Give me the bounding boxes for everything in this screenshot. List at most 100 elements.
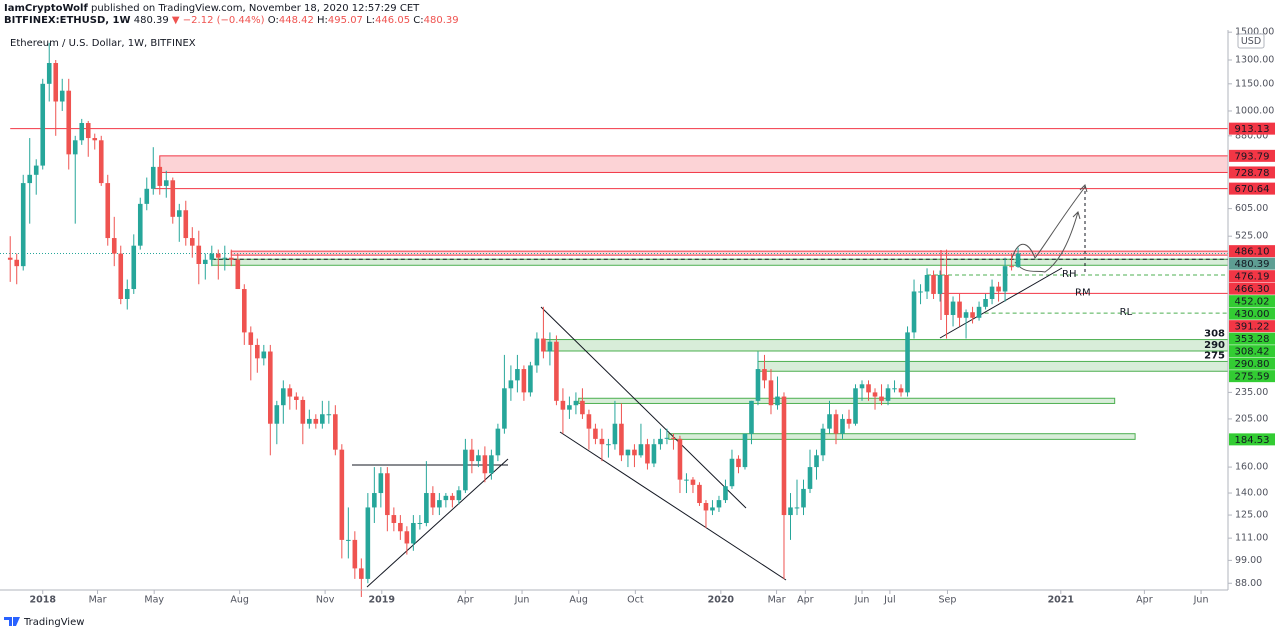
candle-body — [443, 495, 449, 501]
candle-body — [339, 449, 345, 540]
candle-body — [625, 449, 631, 456]
candle-body — [333, 414, 338, 450]
candle-body — [768, 380, 774, 406]
candle-body — [163, 180, 169, 186]
unit-box — [1237, 33, 1265, 49]
candle-body — [463, 449, 468, 491]
candle-body — [281, 388, 286, 406]
candle-body — [820, 428, 826, 456]
candle-body — [892, 388, 897, 390]
candle-body — [853, 388, 858, 424]
candle-body — [326, 414, 332, 416]
candle-body — [85, 123, 91, 139]
candle-body — [983, 299, 988, 307]
y-tick-label: 99.00 — [1235, 555, 1262, 566]
x-tick-label: Oct — [627, 595, 644, 606]
y-tick-label: 1500.00 — [1235, 27, 1274, 38]
candle-body — [989, 286, 995, 300]
candle-body — [840, 418, 845, 434]
price-tag — [1229, 320, 1275, 333]
x-tick-label: Aug — [569, 595, 588, 606]
price-tag — [1229, 270, 1275, 283]
zone — [578, 397, 1116, 404]
y-tick-label: 111.00 — [1235, 533, 1268, 544]
candle-body — [716, 500, 722, 508]
y-tick-label: 880.00 — [1235, 130, 1268, 141]
drawings — [352, 184, 1088, 588]
price-tag-label: 476.19 — [1235, 272, 1270, 283]
candle-body — [788, 507, 793, 516]
zone-label: 308 — [1204, 329, 1225, 340]
candle-body — [866, 384, 871, 393]
price-tag — [1229, 166, 1275, 179]
candle-body — [619, 423, 624, 456]
price-tag-label: 290.80 — [1235, 359, 1270, 370]
y-tick-label: 1150.00 — [1235, 78, 1274, 89]
candle-body — [515, 369, 520, 381]
candle-body — [807, 467, 813, 489]
candle-body — [703, 503, 709, 511]
candle-body — [918, 291, 923, 293]
x-tick-label: Jun — [1193, 595, 1209, 606]
candle-body — [723, 486, 728, 501]
header-line: IamCryptoWolf published on TradingView.c… — [4, 3, 420, 14]
price-tag-label: 480.39 — [1235, 259, 1270, 270]
candle-body — [567, 405, 572, 410]
arrow-head — [1072, 211, 1081, 220]
price-tag — [1229, 433, 1275, 446]
x-tick-label: Aug — [230, 595, 249, 606]
candle-body — [92, 138, 98, 141]
candle-body — [1015, 253, 1021, 267]
zone — [159, 155, 1229, 173]
candle-body — [684, 479, 689, 481]
candle-body — [248, 332, 254, 345]
candle-body — [580, 400, 585, 415]
trend-line — [939, 267, 1063, 339]
candle-body — [859, 384, 865, 389]
ohlc-label: H: — [317, 15, 328, 26]
candle-body — [131, 245, 137, 290]
price-tag — [1229, 295, 1275, 308]
ohlc-label: O: — [268, 15, 279, 26]
candle-body — [671, 437, 676, 439]
candle-body — [417, 522, 423, 524]
zone — [211, 258, 1229, 266]
candle-body — [378, 473, 384, 494]
price-tag-label: 728.78 — [1235, 168, 1270, 179]
candle-body — [521, 369, 527, 393]
trend-line — [540, 306, 747, 509]
candles — [7, 42, 1021, 597]
candle-body — [307, 418, 312, 424]
x-tick-label: Jul — [883, 595, 895, 606]
candle-body — [495, 428, 501, 456]
candle-body — [111, 238, 117, 254]
candle-body — [664, 437, 670, 439]
candle-body — [241, 289, 247, 333]
candle-body — [749, 400, 754, 434]
candle-body — [846, 418, 852, 424]
price-tag-label: 486.10 — [1235, 247, 1270, 258]
candle-body — [294, 396, 299, 400]
x-tick-label: Nov — [316, 595, 335, 606]
candle-body — [255, 344, 260, 359]
candle-body — [898, 388, 904, 393]
candle-body — [560, 400, 566, 410]
candle-body — [124, 289, 130, 300]
y-tick-label: 125.00 — [1235, 510, 1268, 521]
candle-body — [593, 428, 598, 439]
trend-line — [559, 431, 787, 581]
candle-body — [632, 449, 637, 456]
price-tag — [1229, 122, 1275, 135]
candle-body — [963, 312, 969, 318]
candle-body — [411, 522, 416, 544]
candle-body — [1009, 266, 1014, 268]
price-tag — [1229, 257, 1275, 270]
candle-body — [268, 351, 273, 424]
y-tick-label: 88.00 — [1235, 578, 1262, 589]
candle-body — [586, 414, 592, 429]
price-tag-label: 308.42 — [1235, 347, 1270, 358]
candle-body — [697, 484, 702, 504]
candle-body — [554, 341, 559, 401]
candle-body — [489, 455, 494, 474]
